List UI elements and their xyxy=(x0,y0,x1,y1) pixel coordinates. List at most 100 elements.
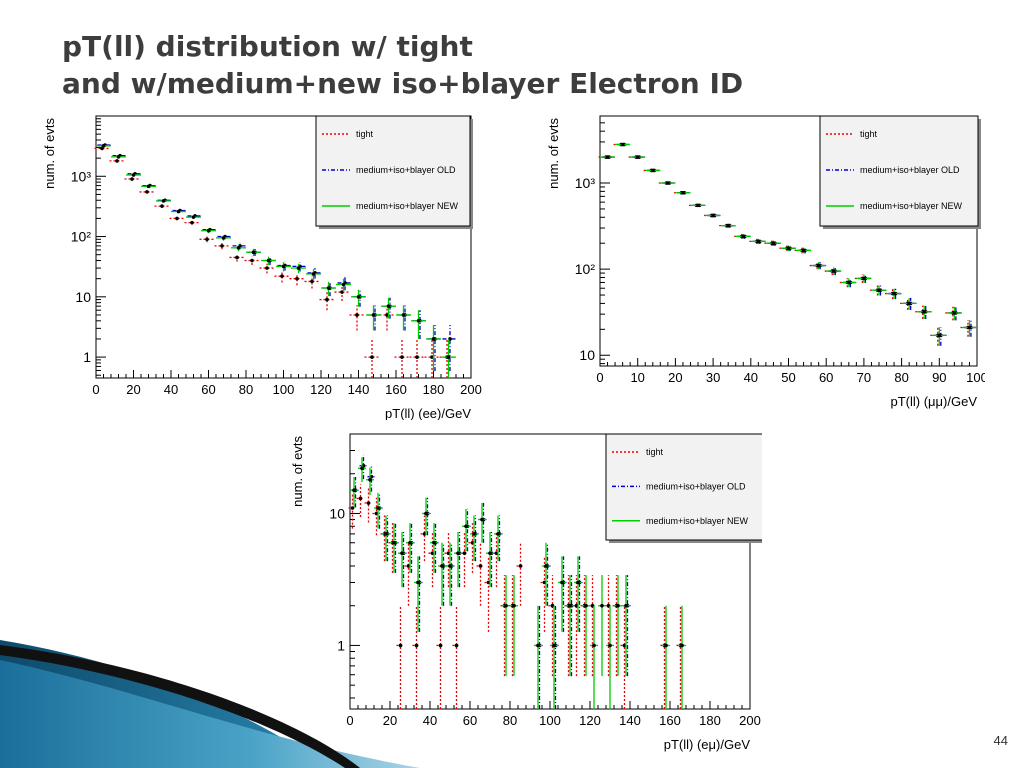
x-tick-label: 0 xyxy=(596,370,603,385)
legend: tight medium+iso+blayer OLD medium+iso+bla… xyxy=(605,433,762,543)
legend-label: medium+iso+blayer OLD xyxy=(860,165,960,175)
data-point xyxy=(432,540,436,545)
data-point xyxy=(206,228,211,233)
data-point xyxy=(786,246,791,250)
slide-title-line1: pT(ll) distribution w/ tight xyxy=(62,30,473,63)
data-point xyxy=(356,295,361,299)
data-point xyxy=(326,286,331,290)
data-point xyxy=(371,313,376,317)
chart-mumu: 0 10 20 30 40 50 60 70 80 90 100 10 10² 10³ pT(ll) (μμ… xyxy=(540,110,985,420)
data-point xyxy=(360,466,364,471)
data-point xyxy=(438,643,443,648)
data-point xyxy=(892,291,896,296)
data-point xyxy=(600,603,604,608)
y-tick-label: 10 xyxy=(579,347,595,363)
chart-emu: 0 20 40 60 80 100 120 140 160 180 200 1 10 pT(ll) (eμ… xyxy=(272,428,762,753)
legend-label: medium+iso+blayer OLD xyxy=(646,481,746,491)
data-point xyxy=(296,266,301,270)
y-tick-label: 10² xyxy=(575,261,596,277)
x-tick-label: 120 xyxy=(579,713,601,728)
y-tick-label: 10³ xyxy=(575,175,596,191)
data-point xyxy=(408,540,412,545)
x-tick-label: 180 xyxy=(699,713,721,728)
y-tick-label: 1 xyxy=(83,349,91,365)
data-point xyxy=(341,282,346,287)
x-tick-label: 100 xyxy=(539,713,561,728)
data-point xyxy=(726,223,730,228)
chart-ee: 0 20 40 60 80 100 120 140 160 180 200 1 10 10² 10³ pT(l… xyxy=(38,110,483,420)
x-tick-label: 80 xyxy=(503,713,517,728)
data-point xyxy=(414,643,419,648)
data-point xyxy=(116,155,121,159)
data-point xyxy=(295,276,299,281)
legend-label: medium+iso+blayer NEW xyxy=(646,516,749,526)
data-point xyxy=(666,181,670,185)
x-tick-label: 200 xyxy=(460,382,482,397)
x-tick-label: 160 xyxy=(385,382,407,397)
data-point xyxy=(664,643,668,648)
x-tick-label: 10 xyxy=(630,370,644,385)
data-point xyxy=(448,564,452,568)
data-point xyxy=(146,184,151,189)
y-axis-label: num. of evts xyxy=(42,118,57,189)
data-point xyxy=(952,311,957,315)
legend-box xyxy=(315,115,471,227)
data-point xyxy=(552,643,556,648)
data-point xyxy=(130,177,134,181)
data-point xyxy=(711,213,715,218)
series-new xyxy=(96,144,456,378)
data-point xyxy=(681,190,685,195)
data-point xyxy=(424,511,428,516)
x-axis-label: pT(ll) (μμ)/GeV xyxy=(891,394,978,409)
legend: tight medium+iso+blayer OLD medium+iso+bla… xyxy=(819,115,981,229)
legend: tight medium+iso+blayer OLD medium+iso+bla… xyxy=(315,115,473,229)
x-tick-label: 50 xyxy=(781,370,795,385)
x-axis-label: pT(ll) (ee)/GeV xyxy=(385,406,471,420)
x-tick-label: 160 xyxy=(659,713,681,728)
legend-label: medium+iso+blayer NEW xyxy=(356,201,459,211)
data-point xyxy=(355,313,359,317)
data-point xyxy=(816,263,821,268)
x-tick-label: 20 xyxy=(126,382,140,397)
data-point xyxy=(446,355,451,359)
data-point xyxy=(415,355,419,359)
data-point xyxy=(462,551,467,555)
data-point xyxy=(416,319,421,323)
data-point xyxy=(101,144,106,148)
data-point xyxy=(801,248,806,253)
data-point xyxy=(352,488,356,493)
y-tick-label: 10² xyxy=(71,229,92,245)
x-tick-label: 20 xyxy=(383,713,397,728)
x-tick-label: 80 xyxy=(894,370,908,385)
data-point xyxy=(236,246,241,250)
data-point xyxy=(191,215,196,219)
data-point xyxy=(400,355,404,359)
x-tick-label: 60 xyxy=(819,370,833,385)
y-tick-label: 10 xyxy=(329,505,345,521)
data-point xyxy=(161,199,166,203)
y-axis-label: num. of evts xyxy=(290,436,305,507)
y-tick-label: 1 xyxy=(337,637,345,653)
data-point xyxy=(862,276,866,281)
data-point xyxy=(401,313,406,317)
data-point xyxy=(480,517,484,522)
data-point xyxy=(376,506,380,510)
data-point xyxy=(190,220,194,225)
chart-svg-emu: 0 20 40 60 80 100 120 140 160 180 200 1 10 pT(ll) (eμ… xyxy=(290,433,762,752)
data-point xyxy=(478,564,483,568)
x-tick-label: 140 xyxy=(619,713,641,728)
data-point xyxy=(265,266,269,270)
series-tight xyxy=(94,146,455,378)
data-point xyxy=(680,643,684,648)
data-point xyxy=(650,168,655,173)
x-tick-label: 60 xyxy=(201,382,215,397)
x-tick-label: 60 xyxy=(463,713,477,728)
data-point xyxy=(620,142,625,147)
legend-label: tight xyxy=(860,129,878,139)
data-point xyxy=(472,532,476,536)
x-tick-label: 20 xyxy=(668,370,682,385)
data-point xyxy=(536,643,540,648)
data-point xyxy=(967,325,972,330)
data-point xyxy=(635,155,640,159)
data-point xyxy=(370,355,374,359)
